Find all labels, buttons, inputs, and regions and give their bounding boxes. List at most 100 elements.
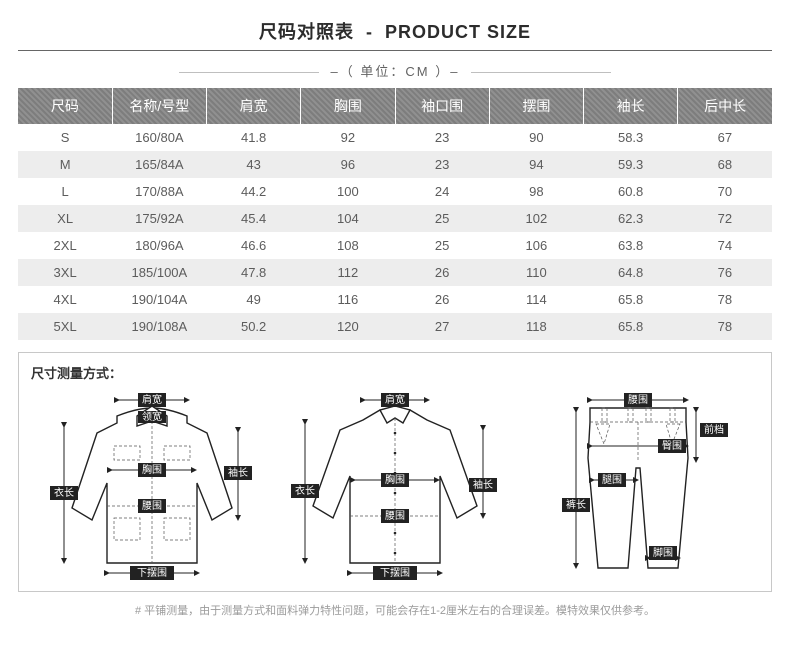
- table-cell: 47.8: [207, 259, 301, 286]
- svg-text:臀围: 臀围: [662, 440, 682, 452]
- table-cell: 23: [395, 124, 489, 151]
- table-header-cell: 胸围: [301, 88, 395, 124]
- table-cell: 165/84A: [112, 151, 206, 178]
- table-cell: 116: [301, 286, 395, 313]
- table-header-cell: 摆围: [489, 88, 583, 124]
- table-cell: 3XL: [18, 259, 112, 286]
- page-title: 尺码对照表 - PRODUCT SIZE: [18, 18, 772, 51]
- svg-text:腿围: 腿围: [602, 474, 622, 486]
- title-separator: -: [366, 22, 373, 42]
- table-cell: 65.8: [584, 286, 678, 313]
- svg-text:肩宽: 肩宽: [142, 393, 162, 406]
- table-row: S160/80A41.892239058.367: [18, 124, 772, 151]
- table-header-cell: 肩宽: [207, 88, 301, 124]
- svg-text:脚围: 脚围: [653, 546, 673, 559]
- table-cell: 190/104A: [112, 286, 206, 313]
- table-cell: 78: [678, 286, 772, 313]
- table-cell: 64.8: [584, 259, 678, 286]
- svg-text:腰围: 腰围: [142, 500, 162, 512]
- divider-right: [471, 72, 611, 73]
- table-cell: 43: [207, 151, 301, 178]
- table-cell: 114: [489, 286, 583, 313]
- table-cell: 62.3: [584, 205, 678, 232]
- table-cell: 25: [395, 205, 489, 232]
- svg-text:袖长: 袖长: [473, 478, 493, 491]
- table-cell: 190/108A: [112, 313, 206, 340]
- unit-label: （ 单位：CM ）: [340, 64, 450, 79]
- table-row: 3XL185/100A47.81122611064.876: [18, 259, 772, 286]
- size-table: 尺码名称/号型肩宽胸围袖口围摆围袖长后中长 S160/80A41.8922390…: [18, 88, 772, 340]
- table-cell: 120: [301, 313, 395, 340]
- table-cell: 72: [678, 205, 772, 232]
- table-row: 2XL180/96A46.61082510663.874: [18, 232, 772, 259]
- svg-text:下摆围: 下摆围: [380, 566, 410, 579]
- table-cell: 44.2: [207, 178, 301, 205]
- table-cell: 68: [678, 151, 772, 178]
- table-cell: 102: [489, 205, 583, 232]
- svg-text:衣长: 衣长: [54, 486, 74, 499]
- table-cell: 180/96A: [112, 232, 206, 259]
- table-cell: 65.8: [584, 313, 678, 340]
- table-cell: 26: [395, 259, 489, 286]
- table-cell: 98: [489, 178, 583, 205]
- table-row: XL175/92A45.41042510262.372: [18, 205, 772, 232]
- table-cell: 104: [301, 205, 395, 232]
- table-row: L170/88A44.2100249860.870: [18, 178, 772, 205]
- table-cell: 25: [395, 232, 489, 259]
- table-header-cell: 袖口围: [395, 88, 489, 124]
- table-cell: 60.8: [584, 178, 678, 205]
- svg-text:腰围: 腰围: [385, 510, 405, 522]
- table-header-row: 尺码名称/号型肩宽胸围袖口围摆围袖长后中长: [18, 88, 772, 124]
- table-cell: M: [18, 151, 112, 178]
- table-cell: 175/92A: [112, 205, 206, 232]
- table-cell: 59.3: [584, 151, 678, 178]
- table-cell: XL: [18, 205, 112, 232]
- footnote: # 平铺测量，由于测量方式和面料弹力特性问题，可能会存在1-2厘米左右的合理误差…: [18, 602, 772, 618]
- table-row: 5XL190/108A50.21202711865.878: [18, 313, 772, 340]
- svg-text:前档: 前档: [704, 423, 724, 436]
- table-cell: 4XL: [18, 286, 112, 313]
- table-header-cell: 后中长: [678, 88, 772, 124]
- table-cell: 26: [395, 286, 489, 313]
- table-header-cell: 袖长: [584, 88, 678, 124]
- pants-diagram: 腰围 臀围 前档 腿围 裤长 脚围: [528, 388, 748, 583]
- shirt-diagram: 肩宽 胸围 腰围 衣长 袖长 下摆围: [285, 388, 505, 583]
- table-cell: 185/100A: [112, 259, 206, 286]
- table-cell: 46.6: [207, 232, 301, 259]
- table-cell: 78: [678, 313, 772, 340]
- table-cell: 45.4: [207, 205, 301, 232]
- table-cell: 49: [207, 286, 301, 313]
- table-cell: 58.3: [584, 124, 678, 151]
- table-header-cell: 尺码: [18, 88, 112, 124]
- table-cell: 112: [301, 259, 395, 286]
- jacket-diagram: 肩宽 领宽 胸围 腰围 衣长 袖长 下摆围: [42, 388, 262, 583]
- table-cell: 23: [395, 151, 489, 178]
- svg-text:领宽: 领宽: [142, 410, 162, 423]
- table-cell: 92: [301, 124, 395, 151]
- table-cell: 24: [395, 178, 489, 205]
- table-cell: 96: [301, 151, 395, 178]
- svg-text:肩宽: 肩宽: [385, 393, 405, 406]
- title-en: PRODUCT SIZE: [385, 22, 531, 42]
- svg-text:腰围: 腰围: [628, 394, 648, 406]
- table-cell: 70: [678, 178, 772, 205]
- divider-left: [179, 72, 319, 73]
- table-header-cell: 名称/号型: [112, 88, 206, 124]
- table-row: M165/84A4396239459.368: [18, 151, 772, 178]
- svg-text:胸围: 胸围: [385, 473, 405, 486]
- svg-text:袖长: 袖长: [228, 466, 248, 479]
- table-cell: 170/88A: [112, 178, 206, 205]
- table-cell: 74: [678, 232, 772, 259]
- table-cell: 67: [678, 124, 772, 151]
- diagram-title: 尺寸测量方式：: [31, 363, 759, 382]
- svg-text:裤长: 裤长: [566, 498, 586, 511]
- table-row: 4XL190/104A491162611465.878: [18, 286, 772, 313]
- table-cell: 160/80A: [112, 124, 206, 151]
- table-cell: L: [18, 178, 112, 205]
- table-cell: 90: [489, 124, 583, 151]
- svg-text:衣长: 衣长: [295, 484, 315, 497]
- table-cell: 27: [395, 313, 489, 340]
- unit-row: –（ 单位：CM ）–: [18, 61, 772, 80]
- svg-text:胸围: 胸围: [142, 463, 162, 476]
- table-cell: 100: [301, 178, 395, 205]
